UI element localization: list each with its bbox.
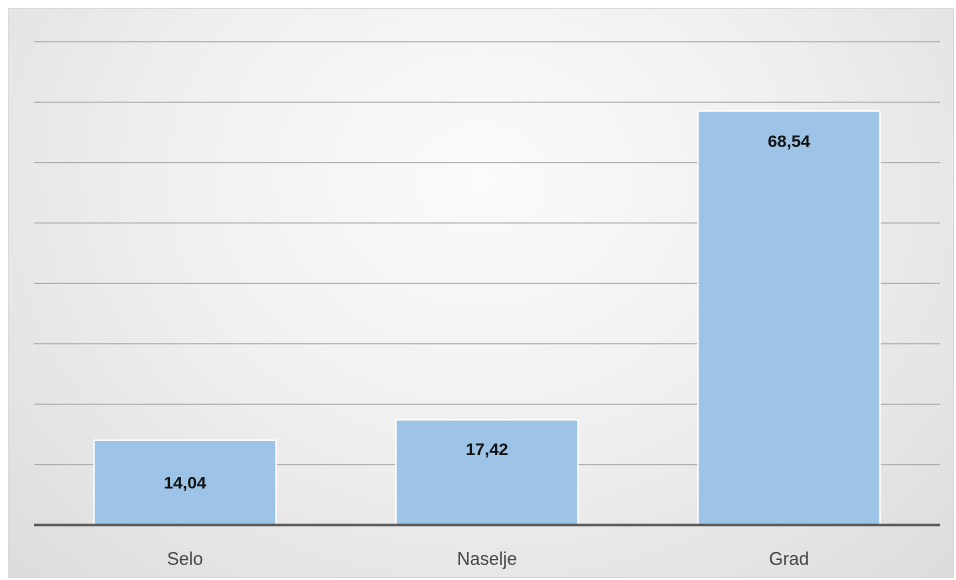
data-label-selo: 14,04 [164,474,207,493]
bar-naselje [395,419,579,526]
x-axis: Selo Naselje Grad [34,523,940,569]
bar-selo [93,439,277,526]
bars [93,110,881,526]
bar-grad [697,110,881,526]
data-label-naselje: 17,42 [466,440,509,459]
bar-chart: 14,04 17,42 68,54 Selo Naselje Grad [34,41,940,569]
chart-area: 14,04 17,42 68,54 Selo Naselje Grad [8,8,954,578]
category-label-selo: Selo [167,549,203,569]
category-label-grad: Grad [769,549,809,569]
data-labels: 14,04 17,42 68,54 [164,132,811,493]
gridlines [34,41,940,466]
category-label-naselje: Naselje [457,549,517,569]
data-label-grad: 68,54 [768,132,811,151]
